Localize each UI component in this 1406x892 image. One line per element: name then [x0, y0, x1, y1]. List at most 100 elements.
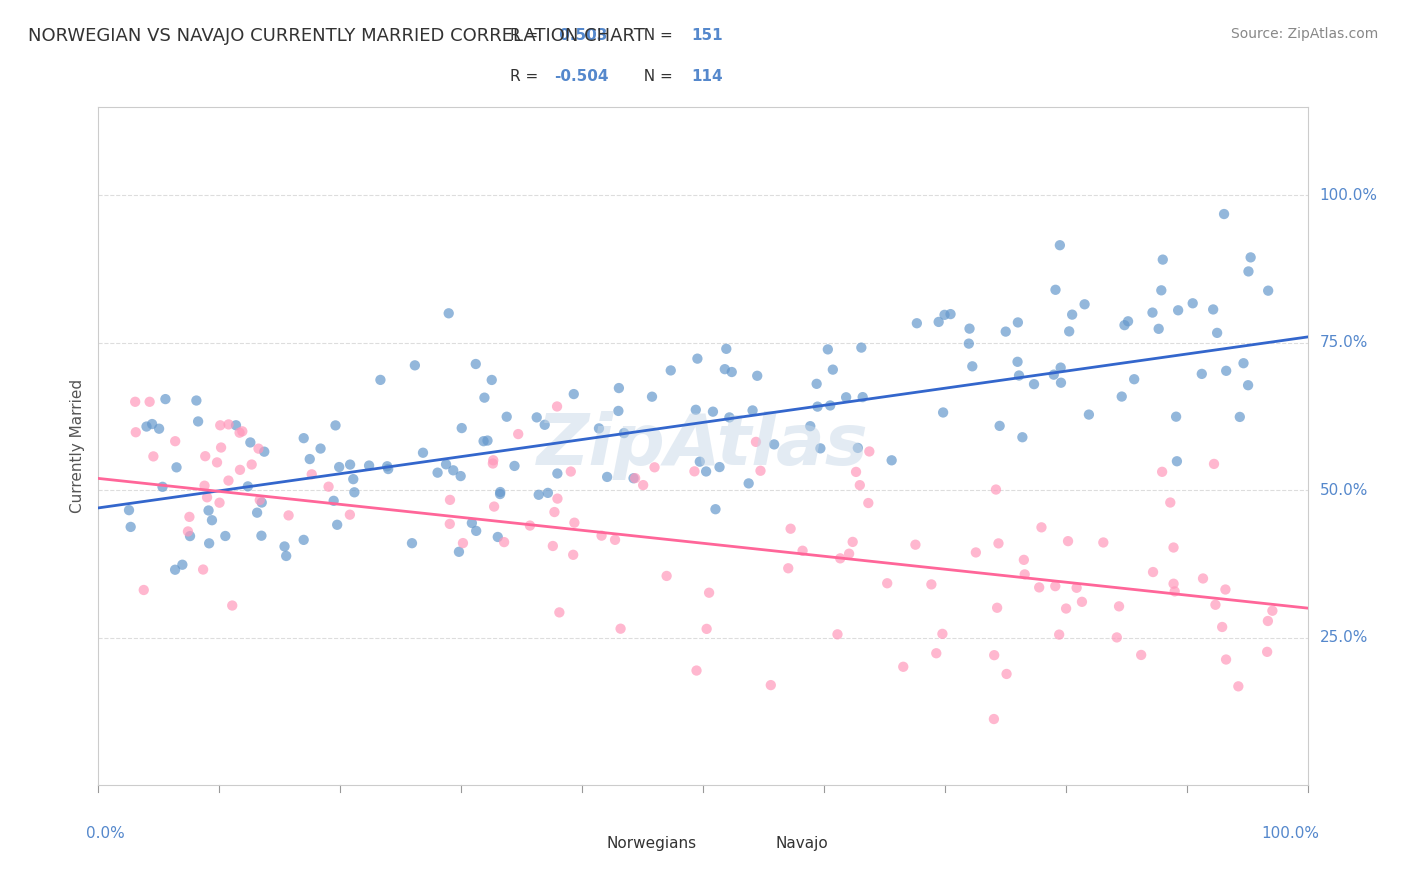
Text: NORWEGIAN VS NAVAJO CURRENTLY MARRIED CORRELATION CHART: NORWEGIAN VS NAVAJO CURRENTLY MARRIED CO… — [28, 27, 645, 45]
Point — [486, 530, 509, 544]
Point — [1240, 251, 1263, 265]
Point — [641, 390, 664, 404]
Point — [236, 479, 259, 493]
Point — [959, 321, 981, 335]
Point — [125, 425, 148, 440]
Point — [482, 457, 505, 471]
Point — [931, 627, 953, 641]
Point — [759, 678, 782, 692]
Point — [135, 419, 157, 434]
Point — [250, 495, 273, 509]
Point — [1022, 377, 1045, 392]
Point — [1150, 283, 1173, 297]
Point — [1191, 367, 1213, 381]
Point — [1111, 390, 1133, 404]
Point — [714, 362, 737, 376]
Point — [880, 453, 903, 467]
Point — [197, 503, 219, 517]
Point — [250, 529, 273, 543]
Point — [439, 516, 461, 531]
Point — [339, 508, 361, 522]
Point — [434, 458, 457, 472]
Point — [607, 381, 630, 395]
Point — [1092, 535, 1115, 549]
Point — [1237, 378, 1260, 392]
Point — [537, 486, 560, 500]
Point — [741, 403, 763, 417]
Point — [720, 365, 742, 379]
Point — [1066, 581, 1088, 595]
Point — [1049, 238, 1071, 252]
Point — [292, 431, 315, 445]
Text: 100.0%: 100.0% — [1320, 188, 1378, 203]
Point — [983, 712, 1005, 726]
Point — [298, 452, 321, 467]
Point — [891, 660, 914, 674]
Bar — [745, 815, 768, 843]
Point — [508, 427, 530, 442]
Point — [988, 418, 1011, 433]
Point — [838, 547, 860, 561]
Point — [1181, 296, 1204, 310]
Point — [546, 400, 568, 414]
Point — [697, 585, 720, 599]
Point — [686, 351, 709, 366]
Point — [318, 480, 340, 494]
Point — [1057, 534, 1080, 549]
Point — [1166, 454, 1188, 468]
Point — [1237, 264, 1260, 278]
Point — [939, 307, 962, 321]
Point — [370, 373, 392, 387]
Point — [465, 524, 488, 538]
Point — [1152, 465, 1174, 479]
Point — [1202, 457, 1225, 471]
Point — [830, 551, 852, 566]
Point — [246, 506, 269, 520]
Point — [1215, 582, 1237, 597]
Point — [541, 539, 564, 553]
Point — [1012, 553, 1035, 567]
Point — [124, 394, 146, 409]
Point — [1256, 645, 1278, 659]
Point — [1204, 598, 1226, 612]
Point — [472, 434, 495, 449]
Point — [179, 509, 201, 524]
Point — [198, 536, 221, 550]
Point — [696, 622, 718, 636]
Point — [339, 458, 361, 472]
Point — [249, 493, 271, 508]
Point — [704, 502, 727, 516]
Point — [1108, 599, 1130, 614]
Point — [326, 517, 349, 532]
Point — [439, 492, 461, 507]
Point — [846, 441, 869, 455]
Point — [849, 478, 872, 492]
Point — [1163, 541, 1185, 555]
Point — [543, 505, 565, 519]
Point — [548, 606, 571, 620]
Point — [920, 577, 942, 591]
Point — [1227, 679, 1250, 693]
Point — [208, 496, 231, 510]
Point — [792, 543, 814, 558]
Point — [1163, 584, 1185, 599]
Text: 114: 114 — [690, 69, 723, 84]
Point — [808, 442, 831, 456]
Point — [685, 664, 707, 678]
Point — [1123, 372, 1146, 386]
Point — [835, 390, 858, 404]
Point — [1192, 572, 1215, 586]
Point — [695, 465, 717, 479]
Point — [359, 458, 381, 473]
Point — [195, 491, 218, 505]
Point — [1257, 614, 1279, 628]
Point — [482, 500, 505, 514]
Point — [659, 363, 682, 377]
Point — [447, 545, 470, 559]
Point — [328, 460, 350, 475]
Point — [225, 418, 247, 433]
Point — [377, 462, 399, 476]
Point — [412, 446, 434, 460]
Point — [562, 387, 585, 401]
Point — [747, 368, 769, 383]
